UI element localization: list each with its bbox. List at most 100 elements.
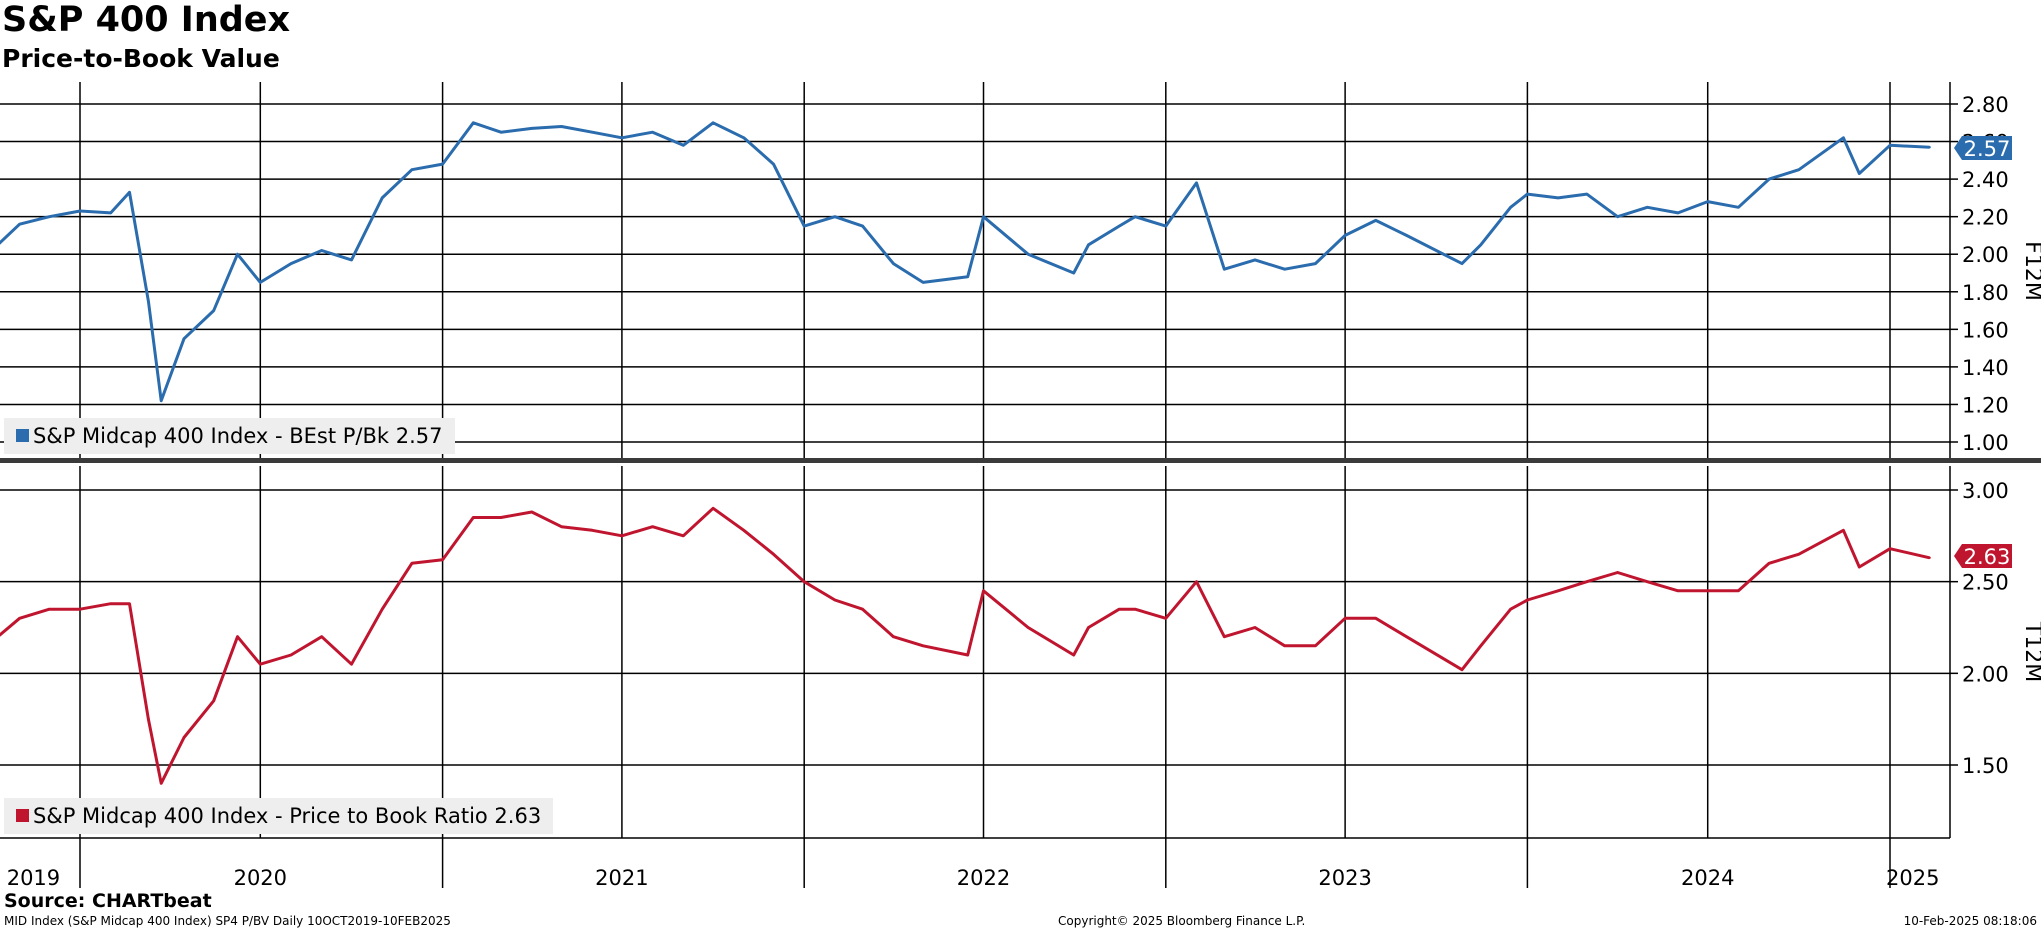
y-tick-label: 1.80 <box>1962 281 2009 305</box>
data-point <box>620 136 624 139</box>
y-tick-label: 1.20 <box>1962 393 2009 417</box>
data-point <box>1928 146 1931 149</box>
data-point <box>320 249 323 252</box>
data-point <box>212 309 215 312</box>
y-tick-label: 2.20 <box>1962 206 2009 230</box>
last-value-label: 2.63 <box>1964 545 2011 569</box>
data-point <box>1706 589 1709 592</box>
data-point <box>1118 224 1121 228</box>
ticker-info: MID Index (S&P Midcap 400 Index) SP4 P/B… <box>4 914 451 928</box>
data-point <box>1314 262 1317 265</box>
legend-swatch-bottom <box>16 809 29 822</box>
data-point <box>48 608 51 611</box>
data-point <box>1026 253 1030 256</box>
data-point <box>1706 200 1709 203</box>
x-tick-label: 2024 <box>1681 866 1734 890</box>
data-point <box>182 337 186 340</box>
data-point <box>472 516 475 519</box>
data-point <box>1509 206 1512 209</box>
data-point <box>1405 234 1408 237</box>
data-point <box>560 125 563 128</box>
data-point <box>410 168 414 171</box>
data-point <box>892 262 895 265</box>
data-point <box>1616 571 1619 574</box>
data-point <box>711 507 715 510</box>
y-tick-label: 3.00 <box>1962 479 2009 503</box>
data-point <box>78 608 82 611</box>
data-point <box>1133 215 1137 218</box>
data-point <box>560 525 563 528</box>
data-point <box>1737 206 1740 209</box>
data-point <box>212 699 215 702</box>
data-point <box>441 558 444 561</box>
data-point <box>982 589 985 592</box>
last-value-badge <box>1954 136 2012 160</box>
series-line <box>0 506 1930 785</box>
data-point <box>1858 172 1861 175</box>
data-point <box>259 281 262 284</box>
y-tick-label: 1.60 <box>1962 318 2009 342</box>
data-point <box>128 191 131 194</box>
data-point <box>1343 617 1347 620</box>
data-point <box>147 718 150 721</box>
data-point <box>1195 181 1198 185</box>
data-point <box>350 663 353 666</box>
data-point <box>591 131 594 134</box>
data-point <box>1195 580 1198 583</box>
y-tick-label: 1.00 <box>1962 431 2009 455</box>
data-point <box>651 525 654 528</box>
data-point <box>18 223 21 226</box>
data-point <box>128 602 131 605</box>
y-axis-label: F12M <box>2020 241 2041 301</box>
data-point <box>147 300 150 303</box>
data-point <box>1164 617 1168 620</box>
data-point <box>682 144 685 147</box>
data-point <box>1842 529 1845 532</box>
x-tick-label: 2020 <box>234 866 287 890</box>
chart-subtitle: Price-to-Book Value <box>2 44 280 73</box>
legend-bottom: S&P Midcap 400 Index - Price to Book Rat… <box>4 798 554 834</box>
data-point <box>1164 224 1168 228</box>
data-point <box>109 211 112 215</box>
y-tick-label: 1.50 <box>1962 754 2009 778</box>
data-point <box>381 196 384 200</box>
data-point <box>742 136 745 139</box>
data-point <box>1526 598 1529 602</box>
data-point <box>410 562 414 565</box>
x-tick-label: 2023 <box>1318 866 1371 890</box>
data-point <box>620 534 624 537</box>
data-point <box>1616 215 1619 218</box>
data-point <box>441 162 444 166</box>
y-tick-label: 2.40 <box>1962 168 2009 192</box>
data-point <box>289 653 293 657</box>
axes: 1.001.201.401.601.802.002.202.402.602.80… <box>0 82 2041 890</box>
data-point <box>1585 192 1589 196</box>
timestamp: 10-Feb-2025 08:18:06 <box>1903 914 2037 928</box>
data-point <box>921 644 925 647</box>
data-point <box>1374 219 1378 222</box>
data-point <box>921 281 925 284</box>
series <box>0 121 1931 785</box>
data-point <box>472 121 475 125</box>
data-point <box>381 608 384 611</box>
data-point <box>772 162 775 166</box>
legend-swatch-top <box>16 429 29 442</box>
source-note: Source: CHARTbeat <box>4 890 212 912</box>
data-point <box>1405 635 1408 638</box>
data-point <box>350 258 353 262</box>
y-tick-label: 2.00 <box>1962 243 2009 267</box>
data-point <box>1526 192 1529 196</box>
data-point <box>236 253 239 256</box>
data-point <box>1253 626 1257 629</box>
x-tick-label: 2019 <box>7 866 60 890</box>
x-tick-label: 2022 <box>957 866 1010 890</box>
data-point <box>1556 589 1560 592</box>
data-point <box>892 635 895 638</box>
data-point <box>530 127 533 130</box>
data-point <box>1460 262 1464 265</box>
data-point <box>1797 168 1801 171</box>
data-point <box>966 653 969 657</box>
data-point <box>1087 626 1090 629</box>
data-point <box>591 529 594 532</box>
